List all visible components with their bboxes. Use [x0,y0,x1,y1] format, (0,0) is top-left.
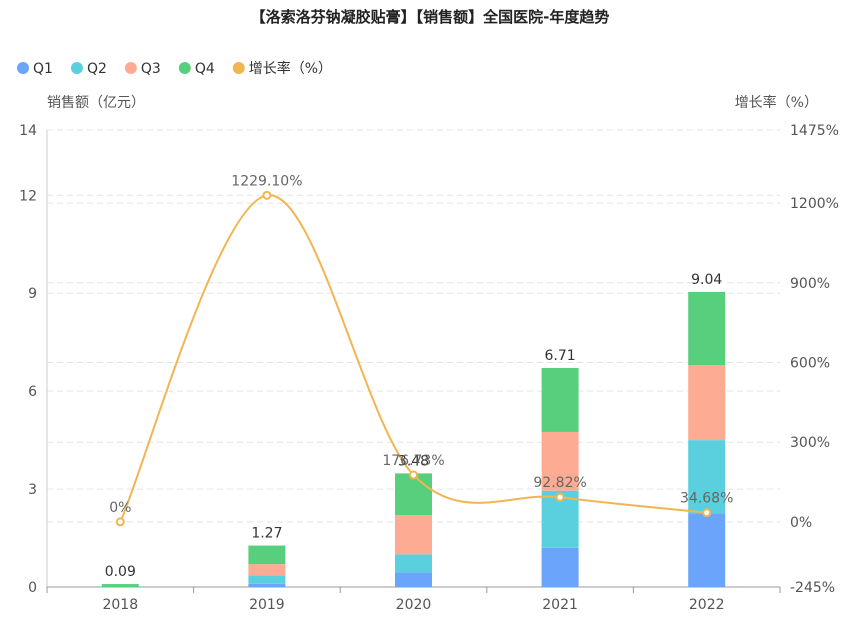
legend-marker-0 [17,62,29,74]
y-tick-right: 1200% [790,196,839,212]
axes: 0 3 6 9 12 14 -245% 0% 300% 600% 900% 1200% 1475% 201… [19,123,839,613]
growth-point-2018 [115,517,125,527]
y-tick-right: 900% [790,276,830,292]
growth-point-2019 [262,190,272,200]
growth-label: 0% [109,500,131,516]
bar-segment-q4-2018 [101,584,139,587]
growth-label: 92.82% [533,475,586,491]
y-tick-right: -245% [790,580,835,596]
growth-label: 34.68% [680,491,733,507]
bar-segment-q2-2020 [395,554,432,573]
bar-segment-q3-2022 [688,365,726,441]
bar-total-label: 6.71 [545,348,576,364]
bar-total-label: 3.48 [398,453,429,469]
x-tick-label: 2021 [542,597,578,613]
legend-label-1: Q2 [87,61,107,77]
legend-label-3: Q4 [195,61,215,77]
x-tick-label: 2020 [396,597,432,613]
y-axis-right-label: 增长率（%） [735,94,818,111]
bar-segment-q4-2020 [395,473,432,516]
bar-segment-q1-2019 [248,583,286,587]
growth-label: 1229.10% [231,173,302,189]
chart-title: 【洛索洛芬钠凝胶贴膏】【销售额】全国医院-年度趋势 [251,8,610,26]
bar-total-label: 0.09 [105,564,136,580]
growth-point-2022 [702,508,712,518]
x-tick-label: 2022 [689,597,725,613]
y-tick-left: 6 [28,384,37,400]
x-tick-label: 2018 [102,597,138,613]
y-tick-left: 3 [28,482,37,498]
bar-segment-q2-2019 [248,575,286,584]
legend-label-0: Q1 [33,61,53,77]
bar-total-label: 1.27 [251,526,282,542]
legend-label-2: Q3 [141,61,161,77]
y-tick-right: 1475% [790,123,839,139]
y-tick-left: 9 [28,286,37,302]
y-axis-left-label: 销售额（亿元） [47,95,145,111]
growth-label: 176.73% [382,453,444,469]
bar-segment-q1-2022 [688,513,726,587]
bar-segment-q4-2019 [248,545,286,565]
y-tick-right: 600% [790,355,830,371]
legend-label-4: 增长率（%） [249,60,332,77]
y-tick-left: 0 [28,580,37,596]
bar-segment-q3-2020 [395,515,432,555]
bars [101,291,726,587]
bar-segment-q2-2022 [688,440,726,514]
bar-segment-q3-2021 [541,431,579,491]
growth-point-2021 [555,492,565,502]
x-tick-label: 2019 [249,597,285,613]
growth-line-path [119,194,707,523]
grid [47,129,780,523]
legend: Q1 Q2 Q3 Q4 增长率（%） [17,60,332,77]
y-tick-left: 12 [19,188,37,204]
y-tick-left: 14 [19,123,37,139]
growth-line [115,190,712,527]
bar-segment-q1-2021 [541,547,579,587]
data-labels: 0.09 1.27 3.48 6.71 9.04 0% 1229.10% 176.73% 92.… [105,173,734,580]
growth-point-2020 [409,470,418,480]
y-tick-right: 300% [790,435,830,451]
bar-segment-q3-2019 [248,564,286,576]
bar-segment-q4-2022 [688,291,726,366]
bar-segment-q1-2020 [395,572,432,587]
legend-marker-1 [70,62,83,74]
legend-marker-2 [124,62,137,74]
bar-total-label: 9.04 [691,272,722,288]
legend-marker-3 [178,62,191,74]
y-tick-right: 0% [790,515,812,531]
legend-marker-4 [232,62,245,74]
bar-segment-q4-2021 [541,367,579,432]
